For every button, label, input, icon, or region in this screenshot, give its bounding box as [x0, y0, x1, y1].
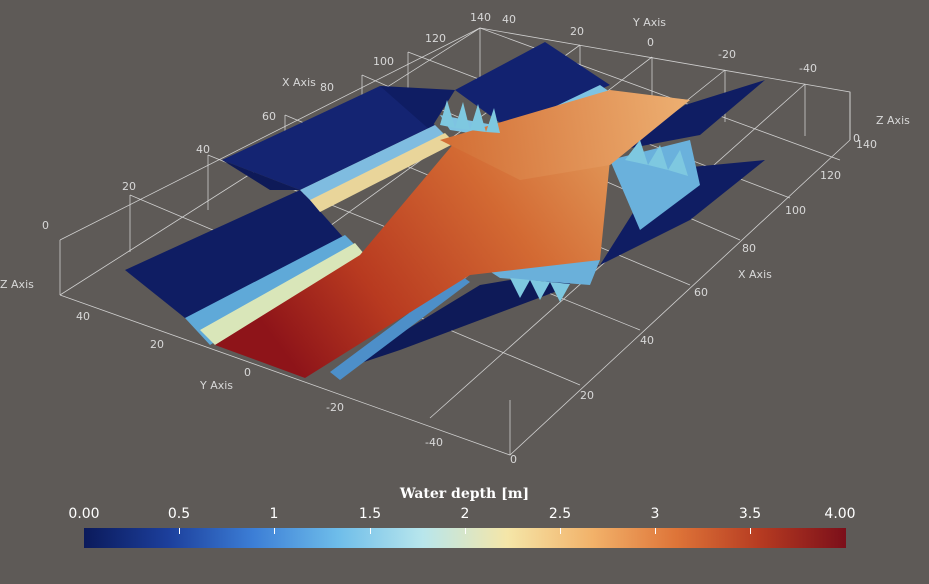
colorbar-tick-label: 1 [269, 506, 279, 522]
colorbar-tick-mark [179, 528, 180, 534]
colorbar-max-label: 4.00 [824, 506, 856, 522]
colorbar-tick-mark [370, 528, 371, 534]
x-tick-label: 40 [640, 334, 654, 347]
y-tick-label: 40 [76, 310, 90, 323]
colorbar-tick-label: 2.5 [548, 506, 572, 522]
y-tick-label: 40 [502, 13, 516, 26]
x-tick-label: 40 [196, 143, 210, 156]
colorbar [84, 528, 846, 548]
colorbar-tick-label: 1.5 [358, 506, 382, 522]
x-tick-label: 120 [820, 169, 841, 182]
right-bank-upper [620, 80, 765, 150]
x-tick-label: 0 [42, 219, 49, 232]
colorbar-tick-label: 3 [650, 506, 660, 522]
x-tick-label: 100 [373, 55, 394, 68]
colorbar-min-label: 0.00 [68, 506, 100, 522]
front-bank [340, 265, 600, 370]
colorbar-tick-label: 0.5 [167, 506, 191, 522]
cross-channel-arm [440, 90, 690, 180]
left-bank-step [222, 160, 300, 190]
x-tick-label: 80 [742, 242, 756, 255]
colorbar-tick-mark [655, 528, 656, 534]
x-tick-label: 60 [262, 110, 276, 123]
x-axis-right-ticks: 0 20 40 60 80 100 120 140 [510, 138, 877, 466]
x-tick-label: 120 [425, 32, 446, 45]
x-tick-label: 80 [320, 81, 334, 94]
x-tick-label: 0 [510, 453, 517, 466]
y-tick-label: -40 [425, 436, 443, 449]
x-axis-title-top: X Axis [282, 76, 316, 89]
y-axis-title-front: Y Axis [199, 379, 233, 392]
z-axis-ticks: 0 [853, 132, 860, 145]
colorbar-tick-mark [274, 528, 275, 534]
y-axis-top-ticks: 40 20 0 -20 -40 [502, 13, 817, 75]
x-tick-label: 20 [580, 389, 594, 402]
colorbar-tick-label: 2 [460, 506, 470, 522]
water-depth-surface [125, 42, 765, 380]
z-axis-title-right: Z Axis [876, 114, 910, 127]
colorbar-tick-mark [560, 528, 561, 534]
left-shore-yellow [200, 243, 365, 345]
left-bank-lower [125, 190, 350, 330]
y-axis-front-ticks: 40 20 0 -20 -40 [76, 310, 443, 449]
front-shore [330, 275, 470, 380]
upper-left-shore-warm [310, 133, 455, 212]
y-tick-label: -20 [326, 401, 344, 414]
top-bank [455, 42, 610, 130]
z-axis-title-left: Z Axis [0, 278, 34, 291]
right-bank-lower [600, 160, 765, 265]
y-tick-label: -40 [799, 62, 817, 75]
x-tick-label: 20 [122, 180, 136, 193]
x-tick-label: 140 [856, 138, 877, 151]
shore-spikes [440, 100, 688, 302]
y-tick-label: -20 [718, 48, 736, 61]
upper-left-shore [300, 125, 450, 205]
colorbar-title: Water depth [m] [399, 486, 530, 502]
x-tick-label: 60 [694, 286, 708, 299]
colorbar-tick-mark [750, 528, 751, 534]
colorbar-tick-mark [465, 528, 466, 534]
x-axis-top-ticks: 140 120 100 80 60 40 20 0 [42, 11, 491, 232]
y-tick-label: 0 [647, 36, 654, 49]
left-bank-upper [222, 86, 435, 190]
x-axis-title-right: X Axis [738, 268, 772, 281]
x-tick-label: 140 [470, 11, 491, 24]
y-tick-label: 20 [570, 25, 584, 38]
y-tick-label: 0 [244, 366, 251, 379]
top-bank-join [380, 86, 455, 130]
z-tick-label: 0 [853, 132, 860, 145]
x-tick-label: 100 [785, 204, 806, 217]
colorbar-tick-label: 3.5 [738, 506, 762, 522]
y-axis-title-top: Y Axis [632, 16, 666, 29]
y-tick-label: 20 [150, 338, 164, 351]
